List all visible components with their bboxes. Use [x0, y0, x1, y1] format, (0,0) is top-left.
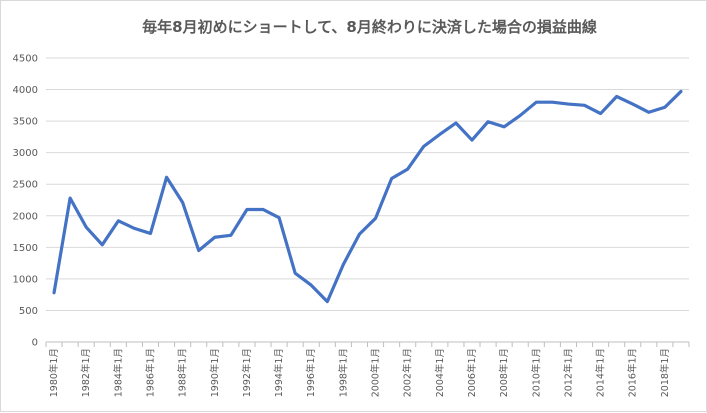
x-tick-label: 2014年1月	[595, 348, 607, 397]
chart-title: 毎年8月初めにショートして、8月終わりに決済した場合の損益曲線	[142, 18, 597, 36]
x-tick-label: 2012年1月	[562, 348, 574, 397]
y-tick-label: 500	[19, 306, 38, 317]
series-line	[52, 89, 683, 304]
x-tick-label: 1994年1月	[273, 348, 285, 397]
y-tick-label: 3000	[13, 148, 38, 159]
x-tick-label: 1980年1月	[48, 348, 60, 397]
y-tick-label: 2000	[13, 211, 38, 222]
x-tick-label: 2008年1月	[498, 348, 510, 397]
y-tick-label: 4500	[13, 54, 38, 65]
y-tick-label: 1500	[13, 243, 38, 254]
x-tick-label: 1998年1月	[337, 348, 349, 397]
y-tick-label: 2500	[13, 180, 38, 191]
x-tick-label: 2006年1月	[466, 348, 478, 397]
y-tick-label: 1000	[13, 274, 38, 285]
y-tick-label: 0	[32, 338, 38, 349]
x-tick-label: 1990年1月	[209, 348, 221, 397]
x-tick-label: 2000年1月	[370, 348, 382, 397]
x-tick-label: 2002年1月	[402, 348, 414, 397]
y-tick-label: 3500	[13, 117, 38, 128]
x-tick-label: 2010年1月	[530, 348, 542, 397]
x-tick-label: 2004年1月	[434, 348, 446, 397]
x-tick-label: 1992年1月	[241, 348, 253, 397]
x-tick-label: 1986年1月	[144, 348, 156, 397]
x-tick-label: 2016年1月	[627, 348, 639, 397]
x-tick-label: 1982年1月	[80, 348, 92, 397]
x-tick-label: 2018年1月	[659, 348, 671, 397]
x-tick-label: 1984年1月	[112, 348, 124, 397]
x-tick-label: 1988年1月	[177, 348, 189, 397]
y-tick-label: 4000	[13, 85, 38, 96]
x-tick-label: 1996年1月	[305, 348, 317, 397]
